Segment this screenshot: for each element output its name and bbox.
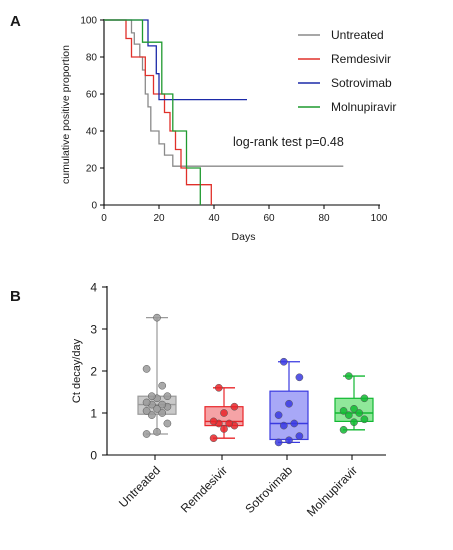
data-point-untreated	[142, 398, 151, 407]
legend-label-remdesivir: Remdesivir	[331, 52, 391, 66]
data-point-untreated	[147, 411, 156, 419]
data-point-untreated	[158, 409, 167, 417]
data-point-untreated	[147, 392, 156, 401]
legend-label-untreated: Untreated	[331, 28, 384, 42]
x-tick-label-a: 0	[101, 213, 107, 224]
y-tick-label-b: 3	[90, 323, 97, 337]
x-tick-label-a: 80	[318, 213, 330, 224]
y-tick-label-b: 2	[90, 365, 97, 379]
category-label-untreated: Untreated	[116, 463, 163, 510]
category-label-sotrovimab: Sotrovimab	[242, 463, 295, 516]
data-point-molnupiravir	[344, 411, 353, 419]
data-point-molnupiravir	[360, 415, 369, 424]
y-tick-label-b: 4	[90, 281, 97, 295]
legend-label-molnupiravir: Molnupiravir	[331, 100, 396, 114]
data-point-sotrovimab	[279, 421, 288, 430]
data-point-untreated	[163, 392, 172, 401]
data-point-molnupiravir	[344, 372, 353, 380]
series-line-sotrovimab	[104, 19, 247, 101]
y-tick-label-a: 0	[91, 201, 97, 212]
panel-b: 0 1 2 3 4 Untreated Remdesivir Sotrovimab Molnup…	[90, 281, 386, 519]
y-tick-label-b: 1	[90, 407, 97, 421]
data-point-remdesivir	[220, 409, 228, 417]
data-point-sotrovimab	[295, 373, 304, 382]
data-point-sotrovimab	[290, 419, 299, 428]
x-axis-title-a: Days	[232, 231, 256, 243]
data-point-molnupiravir	[350, 404, 358, 413]
data-point-remdesivir	[220, 425, 228, 433]
data-point-remdesivir	[214, 383, 223, 392]
x-tick-label-a: 100	[371, 213, 388, 224]
data-point-untreated	[142, 407, 151, 415]
data-point-sotrovimab	[295, 432, 304, 440]
y-tick-label-a: 20	[86, 164, 98, 175]
x-tick-label-a: 20	[153, 213, 165, 224]
y-tick-label-a: 100	[80, 16, 97, 27]
data-point-remdesivir	[209, 434, 218, 443]
data-point-molnupiravir	[355, 409, 364, 417]
y-axis-title-b: Ct decay/day	[71, 338, 83, 403]
data-point-untreated	[153, 313, 161, 322]
category-label-molnupiravir: Molnupiravir	[304, 463, 360, 519]
series-line-molnupiravir	[104, 19, 201, 205]
data-point-sotrovimab	[279, 357, 288, 366]
data-point-untreated	[142, 365, 151, 373]
data-point-untreated	[142, 430, 151, 438]
data-point-untreated	[158, 381, 167, 390]
data-point-untreated	[153, 428, 161, 436]
y-tick-label-b: 0	[90, 449, 97, 463]
data-point-molnupiravir	[360, 394, 369, 403]
data-point-sotrovimab	[285, 399, 293, 408]
x-tick-label-a: 40	[208, 213, 220, 224]
legend-label-sotrovimab: Sotrovimab	[331, 76, 392, 90]
y-axis-title-a: cumulative positive proportion	[60, 45, 72, 184]
data-point-untreated	[153, 404, 161, 413]
data-point-untreated	[163, 419, 172, 428]
y-tick-label-a: 80	[86, 53, 98, 64]
y-tick-label-a: 60	[86, 90, 98, 101]
data-point-untreated	[158, 400, 167, 409]
series-line-untreated	[104, 19, 344, 167]
data-point-remdesivir	[230, 402, 239, 411]
x-tick-label-a: 60	[263, 213, 275, 224]
data-point-sotrovimab	[274, 438, 283, 447]
y-tick-label-a: 40	[86, 127, 98, 138]
data-point-remdesivir	[209, 417, 218, 426]
series-line-remdesivir	[104, 19, 212, 205]
data-point-molnupiravir	[350, 418, 358, 427]
panel-letter-b: B	[10, 288, 21, 305]
data-point-sotrovimab	[274, 411, 283, 419]
data-point-remdesivir	[225, 419, 234, 428]
data-point-molnupiravir	[339, 425, 348, 434]
panel-a: 0 20 40 60 80 100 0 20 40 60 80 100	[80, 16, 387, 225]
data-point-sotrovimab	[285, 436, 293, 445]
panel-letter-a: A	[10, 13, 21, 30]
category-label-remdesivir: Remdesivir	[178, 463, 230, 515]
legend: Untreated Remdesivir Sotrovimab Molnupiravi…	[298, 28, 396, 114]
log-rank-annotation: log-rank test p=0.48	[233, 135, 344, 149]
data-point-molnupiravir	[339, 407, 348, 415]
